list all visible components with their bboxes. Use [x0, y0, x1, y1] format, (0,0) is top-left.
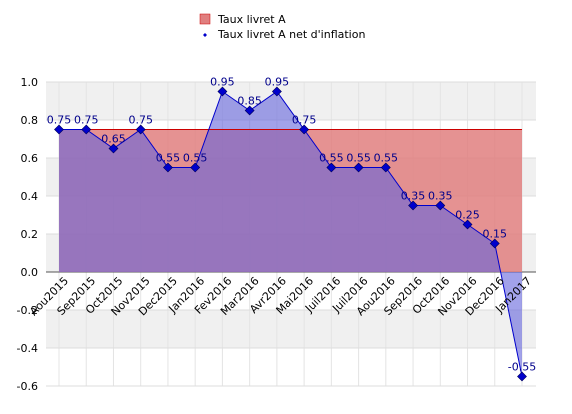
data-label: 0.55	[156, 152, 181, 165]
line-net-inflation	[59, 90, 523, 377]
y-tick-label: 0.6	[21, 152, 39, 165]
data-point	[190, 162, 201, 173]
data-point	[462, 219, 473, 230]
grid-band	[46, 310, 536, 348]
data-label: 0.35	[401, 190, 426, 203]
data-label: 0.55	[346, 152, 371, 165]
y-tick-label: 0.0	[21, 266, 39, 279]
y-tick-label: -0.2	[17, 304, 38, 317]
y-tick-label: 0.8	[21, 114, 39, 127]
legend-swatch-livret-a	[199, 13, 211, 25]
data-label: 0.65	[101, 133, 126, 146]
y-tick-label: -0.4	[17, 342, 38, 355]
data-label: -0.55	[508, 361, 536, 374]
data-point	[517, 371, 527, 382]
data-point	[217, 86, 228, 97]
data-label: 0.95	[210, 76, 235, 89]
legend-marker-net-inflation	[203, 33, 207, 37]
data-label: 0.35	[428, 190, 453, 203]
data-point	[108, 143, 119, 154]
legend-label-net-inflation: Taux livret A net d'inflation	[217, 28, 365, 41]
data-label: 0.55	[183, 152, 208, 165]
data-point	[81, 124, 92, 135]
data-label: 0.75	[47, 114, 72, 127]
data-label: 0.15	[483, 228, 508, 241]
data-label: 0.55	[374, 152, 399, 165]
data-label: 0.25	[455, 209, 480, 222]
y-tick-label: 0.4	[21, 190, 39, 203]
data-label: 0.75	[74, 114, 99, 127]
data-point	[244, 105, 255, 116]
data-point	[271, 86, 282, 97]
data-point	[163, 162, 173, 173]
legend-label-livret-a: Taux livret A	[217, 13, 286, 26]
data-label: 0.75	[292, 114, 317, 127]
legend: Taux livret A Taux livret A net d'inflat…	[199, 13, 365, 41]
data-point	[489, 238, 500, 249]
data-point	[353, 162, 364, 173]
data-label: 0.85	[237, 95, 262, 108]
data-point	[299, 124, 310, 135]
data-point	[380, 162, 391, 173]
y-tick-label: -0.6	[17, 380, 38, 393]
y-tick-label: 0.2	[21, 228, 39, 241]
data-point	[135, 124, 146, 135]
data-point	[54, 124, 64, 135]
data-label: 0.55	[319, 152, 344, 165]
data-label: 0.75	[128, 114, 153, 127]
area-net-inflation	[59, 91, 522, 377]
data-point	[435, 200, 446, 211]
data-point	[326, 162, 337, 173]
y-tick-label: 1.0	[21, 76, 39, 89]
data-label: 0.95	[265, 76, 290, 89]
data-point	[408, 200, 418, 211]
